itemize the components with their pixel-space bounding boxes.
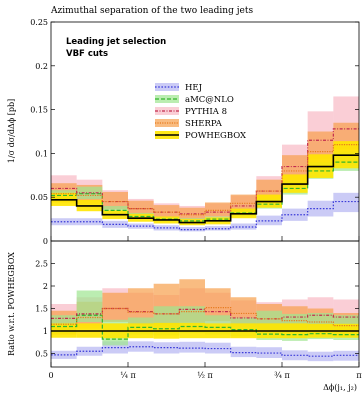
legend-label-sherpa: SHERPA <box>185 119 223 129</box>
x-axis-label: Δϕ(j₁, j₂) <box>323 383 357 392</box>
ratio-y-axis-label: Ratio w.r.t. POWHEGBOX <box>7 252 16 356</box>
annotation-selection: Leading jet selection <box>66 37 166 47</box>
y-tick-label: 0.25 <box>30 18 48 27</box>
band-hej <box>179 341 205 353</box>
y-tick-label: 0.05 <box>30 193 48 202</box>
band-hej <box>307 351 334 362</box>
band-sherpa <box>102 292 128 322</box>
main-panel: 0 0.05 0.1 0.15 0.2 0.25 1/σ dσ/dΔϕ [pb] Lead… <box>7 18 360 246</box>
band-hej <box>179 226 205 232</box>
x-tick-label: 0 <box>48 371 53 380</box>
annotation-cuts: VBF cuts <box>66 49 108 59</box>
band-hej <box>333 192 359 213</box>
ratio-bands <box>51 279 359 362</box>
ratio-y-ticks: 0.5 1 1.5 2 2.5 <box>35 260 359 359</box>
band-amc-nlo <box>102 205 128 214</box>
y-tick-label: 0.2 <box>35 62 48 71</box>
band-sherpa <box>179 207 205 220</box>
x-tick-label: π <box>356 371 361 380</box>
band-hej <box>230 346 257 358</box>
y-tick-label: 2.5 <box>35 260 48 269</box>
x-tick-label: ¼ π <box>120 371 136 380</box>
band-sherpa <box>230 194 257 212</box>
line-amc-nlo <box>51 314 359 340</box>
band-sherpa <box>205 202 231 217</box>
line-powhegbox <box>51 154 359 224</box>
x-tick-label: ¾ π <box>274 371 290 380</box>
y-tick-label: 1 <box>43 327 48 336</box>
line-hej <box>51 346 359 357</box>
y-tick-label: 0.15 <box>30 106 48 115</box>
ratio-lines <box>51 307 359 357</box>
legend: HEJ aMC@NLO PYTHIA 8 SHERPA POWHEGBOX <box>155 83 247 141</box>
band-hej <box>153 342 180 354</box>
legend-label-hej: HEJ <box>185 83 203 93</box>
main-y-axis-label: 1/σ dσ/dΔϕ [pb] <box>7 99 16 163</box>
y-tick-label: 0.5 <box>35 350 48 359</box>
line-pythia-8 <box>51 307 359 320</box>
y-tick-label: 2 <box>43 282 48 291</box>
x-tick-label: ½ π <box>197 371 213 380</box>
x-ticks: 0 ¼ π ½ π ¾ π π <box>48 236 362 380</box>
y-tick-label: 0.1 <box>35 149 48 158</box>
band-hej <box>102 220 128 228</box>
chart-title: Azimuthal separation of the two leading … <box>50 6 253 16</box>
band-hej <box>256 347 282 358</box>
legend-label-powhegbox: POWHEGBOX <box>185 131 247 141</box>
main-lines <box>51 128 359 231</box>
y-tick-label: 0 <box>43 237 48 246</box>
band-sherpa <box>102 191 128 210</box>
line-hej <box>51 200 359 231</box>
band-hej <box>128 341 154 352</box>
ratio-panel: 0.5 1 1.5 2 2.5 Ratio w.r.t. POWHEGBOX <box>7 240 360 368</box>
band-amc-nlo <box>76 290 103 322</box>
legend-swatch-hej <box>155 83 179 91</box>
y-tick-label: 1.5 <box>35 305 48 314</box>
band-hej <box>205 226 231 231</box>
legend-label-amc-nlo: aMC@NLO <box>185 95 234 105</box>
band-sherpa <box>153 205 180 219</box>
legend-label-pythia-8: PYTHIA 8 <box>185 107 227 117</box>
line-sherpa <box>51 307 359 327</box>
